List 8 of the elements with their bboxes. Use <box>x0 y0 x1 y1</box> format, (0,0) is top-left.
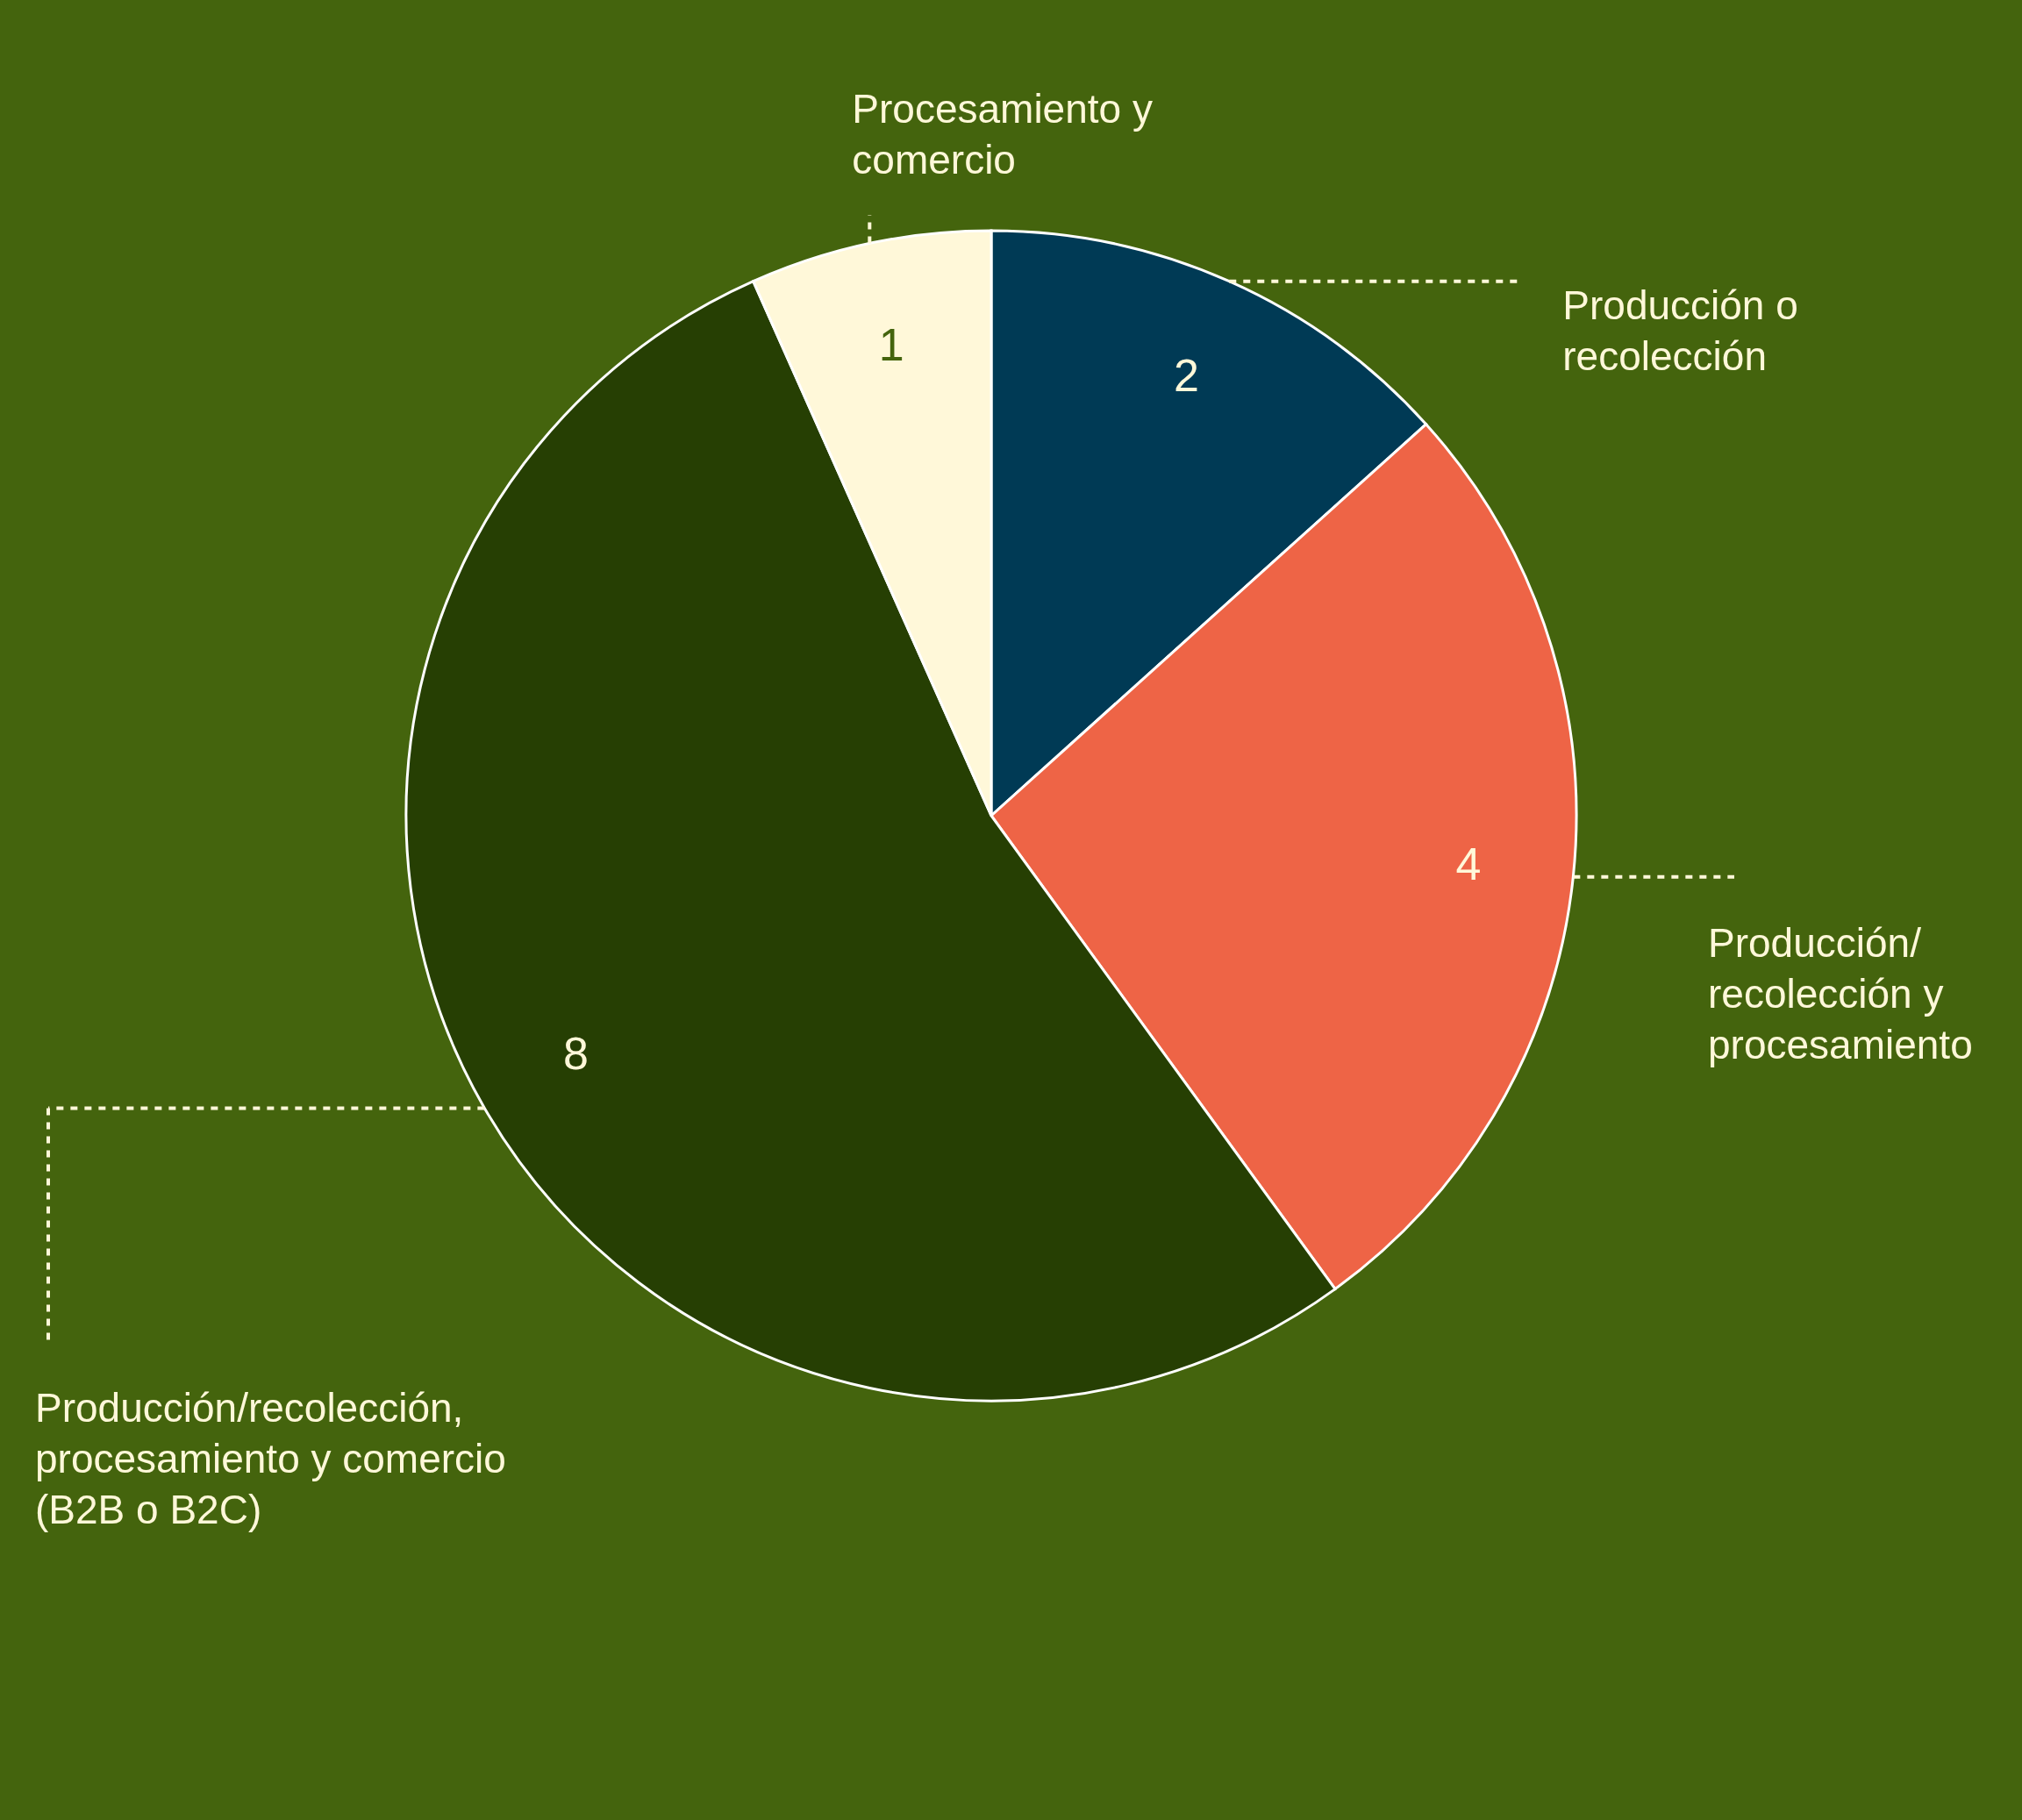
data-label: 8 <box>562 1028 589 1080</box>
data-label: 4 <box>1455 839 1482 890</box>
slice-label: Producción/ recolección y procesamiento <box>1708 919 1973 1067</box>
data-label: 1 <box>878 319 904 371</box>
slice-label: Procesamiento y comercio <box>852 86 1153 182</box>
slice-label: Producción/recolección, procesamiento y comercio (B2B o B2C) <box>35 1385 506 1532</box>
data-label: 2 <box>1174 350 1199 402</box>
slice-label: Producción o recolección <box>1562 282 1798 379</box>
